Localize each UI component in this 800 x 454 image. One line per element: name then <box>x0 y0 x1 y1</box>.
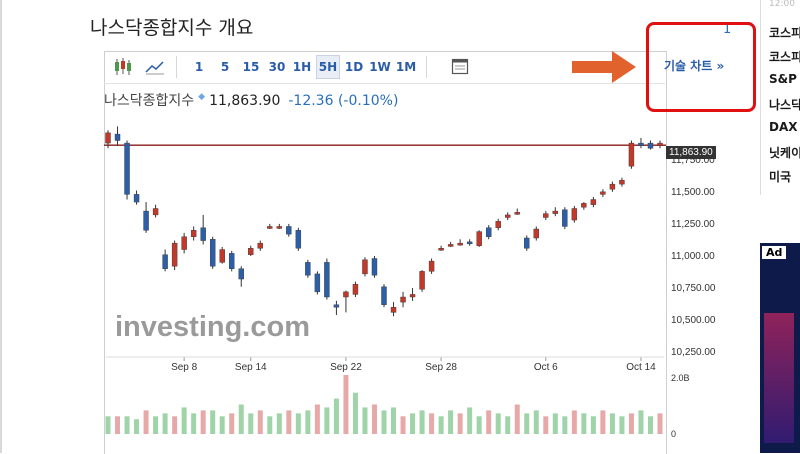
interval-1m[interactable]: 1M <box>395 60 417 74</box>
toolbar-separator <box>176 56 177 78</box>
index-name: 나스닥종합지수 <box>104 93 195 109</box>
ad-banner[interactable]: Ad <box>760 243 800 453</box>
annotation-highlight <box>646 22 756 112</box>
interval-15[interactable]: 15 <box>242 60 260 74</box>
y-tick-label: 11,500.00 <box>671 187 715 198</box>
page-title: 나스닥종합지수 개요 <box>90 17 254 39</box>
interval-5[interactable]: 5 <box>220 60 230 74</box>
y-tick-label: 10,250.00 <box>671 347 716 358</box>
interval-5h[interactable]: 5H <box>316 55 340 79</box>
sidebar-item-kospi-2[interactable]: 코스피 <box>769 50 800 64</box>
interval-1[interactable]: 1 <box>194 60 204 74</box>
index-change-pct: (-0.10%) <box>337 93 399 109</box>
chart-toolbar: 1 5 15 30 1H 5H 1D 1W 1M <box>104 51 665 84</box>
area-chart-icon[interactable] <box>144 56 166 78</box>
interval-1h[interactable]: 1H <box>292 60 312 74</box>
candlestick-icon[interactable] <box>112 56 134 78</box>
sidebar-item-us[interactable]: 미국 <box>769 170 792 184</box>
toolbar-separator <box>426 56 427 78</box>
interval-1w[interactable]: 1W <box>369 60 391 74</box>
market-sidebar: 12:00 코스피 코스피 S&P 나스닥 DAX 닛케이 미국 <box>760 0 800 195</box>
interval-1d[interactable]: 1D <box>344 60 364 74</box>
interval-30[interactable]: 30 <box>268 60 286 74</box>
y-tick-label: 11,000.00 <box>671 251 715 262</box>
y-tick-label: 10,500.00 <box>671 315 716 326</box>
sidebar-item-kospi[interactable]: 코스피 <box>769 26 800 40</box>
volume-max-label: 2.0B <box>671 373 690 383</box>
current-price-tag: 11,863.90 <box>666 146 716 159</box>
left-border <box>0 0 2 453</box>
calendar-icon[interactable] <box>449 56 471 78</box>
sidebar-item-nasdaq[interactable]: 나스닥 <box>769 98 800 112</box>
sidebar-item-dax[interactable]: DAX <box>769 120 798 134</box>
volume-zero-label: 0 <box>671 429 676 439</box>
quote-line: 나스닥종합지수 ◆ 11,863.90 -12.36 (-0.10%) <box>104 90 398 110</box>
y-tick-label: 10,750.00 <box>671 283 716 294</box>
index-change: -12.36 <box>288 93 334 109</box>
chart-container <box>104 51 667 454</box>
sidebar-time: 12:00 <box>769 0 795 9</box>
index-price: 11,863.90 <box>209 93 281 109</box>
ad-graphic <box>764 313 794 443</box>
sidebar-item-sp[interactable]: S&P <box>769 72 797 86</box>
annotation-arrow-icon <box>572 51 636 83</box>
y-tick-label: 11,250.00 <box>671 219 715 230</box>
realtime-flag-icon: ◆ <box>198 92 206 102</box>
tech-chart-link[interactable]: 기술 차트 » <box>664 59 725 73</box>
ad-label: Ad <box>762 246 787 259</box>
sidebar-item-nikkei[interactable]: 닛케이 <box>769 146 800 160</box>
page-indicator[interactable]: 1 <box>723 22 732 37</box>
